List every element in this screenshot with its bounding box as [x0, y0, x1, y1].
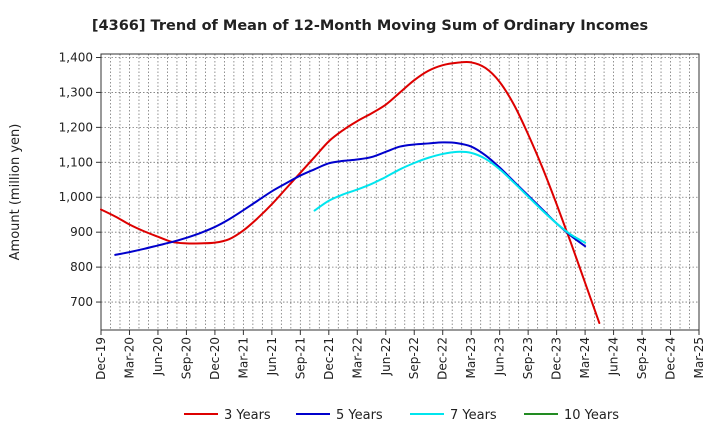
x-tick-label: Sep-21: [293, 337, 307, 379]
x-axis-ticks: Dec-19 Mar-20 Jun-20 Sep-20 Dec-20 Mar-21 Jun-…: [94, 330, 706, 380]
y-tick-label: 1,000: [59, 190, 93, 204]
y-tick-label: 1,400: [59, 50, 93, 64]
x-tick-label: Dec-20: [208, 337, 222, 380]
legend-label: 3 Years: [224, 408, 271, 423]
x-tick-label: Dec-24: [664, 337, 678, 380]
x-tick-label: Dec-23: [550, 337, 564, 380]
x-tick-label: Jun-22: [379, 337, 393, 376]
x-tick-label: Jun-23: [493, 337, 507, 376]
x-tick-label: Mar-23: [464, 337, 478, 378]
series-line-3-years: [100, 60, 601, 325]
x-tick-label: Mar-22: [350, 337, 364, 378]
legend-label: 5 Years: [336, 408, 383, 423]
grid: [101, 54, 699, 330]
y-tick-label: 800: [70, 260, 93, 274]
y-tick-label: 1,200: [59, 120, 93, 134]
x-tick-label: Mar-21: [236, 337, 250, 378]
series-lines: [100, 60, 601, 325]
series-line-7-years: [313, 150, 587, 244]
legend-label: 10 Years: [564, 408, 619, 423]
x-tick-label: Jun-20: [151, 337, 165, 376]
x-tick-label: Sep-20: [179, 337, 193, 379]
x-tick-label: Mar-25: [692, 337, 706, 378]
y-tick-label: 1,300: [59, 85, 93, 99]
x-tick-label: Sep-23: [521, 337, 535, 379]
legend-label: 7 Years: [450, 408, 497, 423]
series-line-5-years: [114, 141, 587, 256]
x-tick-label: Dec-19: [94, 337, 108, 380]
y-tick-label: 900: [70, 225, 93, 239]
x-tick-label: Mar-24: [578, 337, 592, 378]
chart-title: [4366] Trend of Mean of 12-Month Moving …: [92, 18, 648, 34]
y-axis-label: Amount (million yen): [8, 124, 23, 261]
x-tick-label: Jun-21: [265, 337, 279, 376]
x-tick-label: Dec-21: [322, 337, 336, 380]
plot-area-frame: [100, 53, 700, 331]
x-tick-label: Sep-24: [635, 337, 649, 379]
x-tick-label: Mar-20: [122, 337, 136, 378]
legend: 3 Years 5 Years 7 Years 10 Years: [184, 408, 619, 423]
y-tick-label: 1,100: [59, 155, 93, 169]
x-tick-label: Jun-24: [607, 337, 621, 376]
x-tick-label: Sep-22: [407, 337, 421, 379]
y-axis-ticks: 700 800 900 1,000 1,100 1,200 1,300 1,400: [59, 50, 101, 309]
x-tick-label: Dec-22: [436, 337, 450, 380]
y-tick-label: 700: [70, 295, 93, 309]
